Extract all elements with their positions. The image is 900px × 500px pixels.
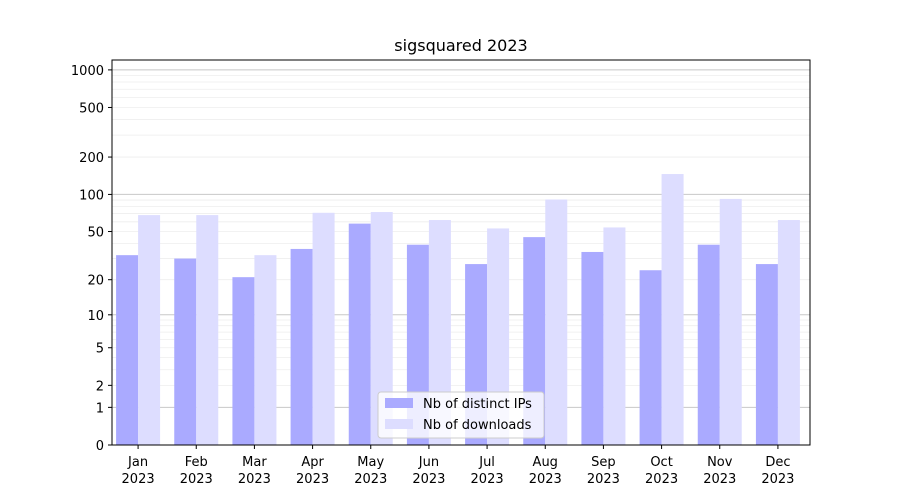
x-tick-label-year: 2023	[471, 472, 504, 487]
legend-swatch	[385, 419, 413, 429]
y-tick-label: 0	[96, 439, 104, 454]
x-axis: Jan 2023 Feb 2023 Mar 2023 Apr 2023 May 2023 Jun 20…	[122, 445, 794, 487]
plot-frame	[111, 59, 811, 446]
bar-distinct-ips-apr	[290, 248, 313, 445]
x-tick-label-month: Mar	[242, 455, 267, 470]
y-tick-label: 50	[87, 226, 104, 241]
x-tick-label-year: 2023	[180, 472, 213, 487]
bar-downloads-jan	[138, 215, 161, 445]
bar-downloads-jun	[428, 220, 451, 445]
x-tick-label-year: 2023	[238, 472, 271, 487]
x-tick-label-month: Apr	[301, 455, 324, 470]
x-tick-label-year: 2023	[761, 472, 794, 487]
bar-distinct-ips-nov	[697, 244, 720, 445]
x-tick-label-year: 2023	[122, 472, 155, 487]
bar-distinct-ips-feb	[174, 258, 197, 445]
x-tick-label-year: 2023	[412, 472, 445, 487]
x-tick-label-year: 2023	[587, 472, 620, 487]
y-tick-label: 2	[96, 379, 104, 394]
bar-distinct-ips-dec	[755, 264, 778, 445]
bar-downloads-jul	[487, 228, 510, 445]
x-tick-label-year: 2023	[354, 472, 387, 487]
legend-label: Nb of distinct IPs	[423, 397, 532, 412]
y-tick-label: 5	[96, 342, 104, 357]
x-tick-label-year: 2023	[703, 472, 736, 487]
legend-swatch	[385, 398, 413, 408]
y-tick-label: 10	[87, 309, 104, 324]
bar-downloads-mar	[254, 255, 277, 445]
bar-downloads-may	[370, 212, 393, 445]
x-tick-label-month: Sep	[591, 455, 616, 470]
x-tick-label-year: 2023	[296, 472, 329, 487]
x-tick-label-month: Oct	[650, 455, 672, 470]
x-tick-label-month: May	[357, 455, 384, 470]
legend: Nb of distinct IPs Nb of downloads	[377, 391, 545, 439]
legend-box	[377, 391, 545, 439]
bars-layer	[116, 174, 800, 445]
bar-downloads-sep	[603, 227, 626, 445]
y-tick-label: 1000	[71, 64, 104, 79]
y-tick-label: 20	[87, 274, 104, 289]
bar-distinct-ips-oct	[639, 270, 662, 445]
bar-downloads-oct	[661, 174, 684, 445]
bar-distinct-ips-sep	[581, 251, 604, 445]
y-axis: 0 1 2 5 10 20 50 100 200 500 1000	[71, 64, 112, 454]
x-tick-label-month: Dec	[765, 455, 790, 470]
bar-distinct-ips-mar	[232, 277, 255, 445]
bar-distinct-ips-may	[348, 223, 371, 445]
y-tick-label: 1	[96, 401, 104, 416]
x-tick-label-year: 2023	[529, 472, 562, 487]
bar-downloads-feb	[196, 215, 219, 445]
bar-distinct-ips-jan	[116, 255, 139, 445]
bar-downloads-aug	[545, 199, 568, 445]
legend-label: Nb of downloads	[423, 418, 532, 433]
x-tick-label-month: Jun	[418, 455, 439, 470]
x-tick-label-month: Aug	[533, 455, 558, 470]
bar-downloads-apr	[312, 212, 335, 445]
x-tick-label-month: Jul	[478, 455, 495, 470]
bar-downloads-dec	[777, 220, 800, 445]
x-tick-label-month: Nov	[707, 455, 733, 470]
x-tick-label-year: 2023	[645, 472, 678, 487]
bar-downloads-nov	[719, 198, 742, 445]
y-tick-label: 500	[79, 101, 104, 116]
x-tick-label-month: Jan	[127, 455, 148, 470]
y-tick-label: 200	[79, 151, 104, 166]
chart-title: sigsquared 2023	[394, 36, 527, 55]
y-tick-label: 100	[79, 188, 104, 203]
x-tick-label-month: Feb	[185, 455, 208, 470]
